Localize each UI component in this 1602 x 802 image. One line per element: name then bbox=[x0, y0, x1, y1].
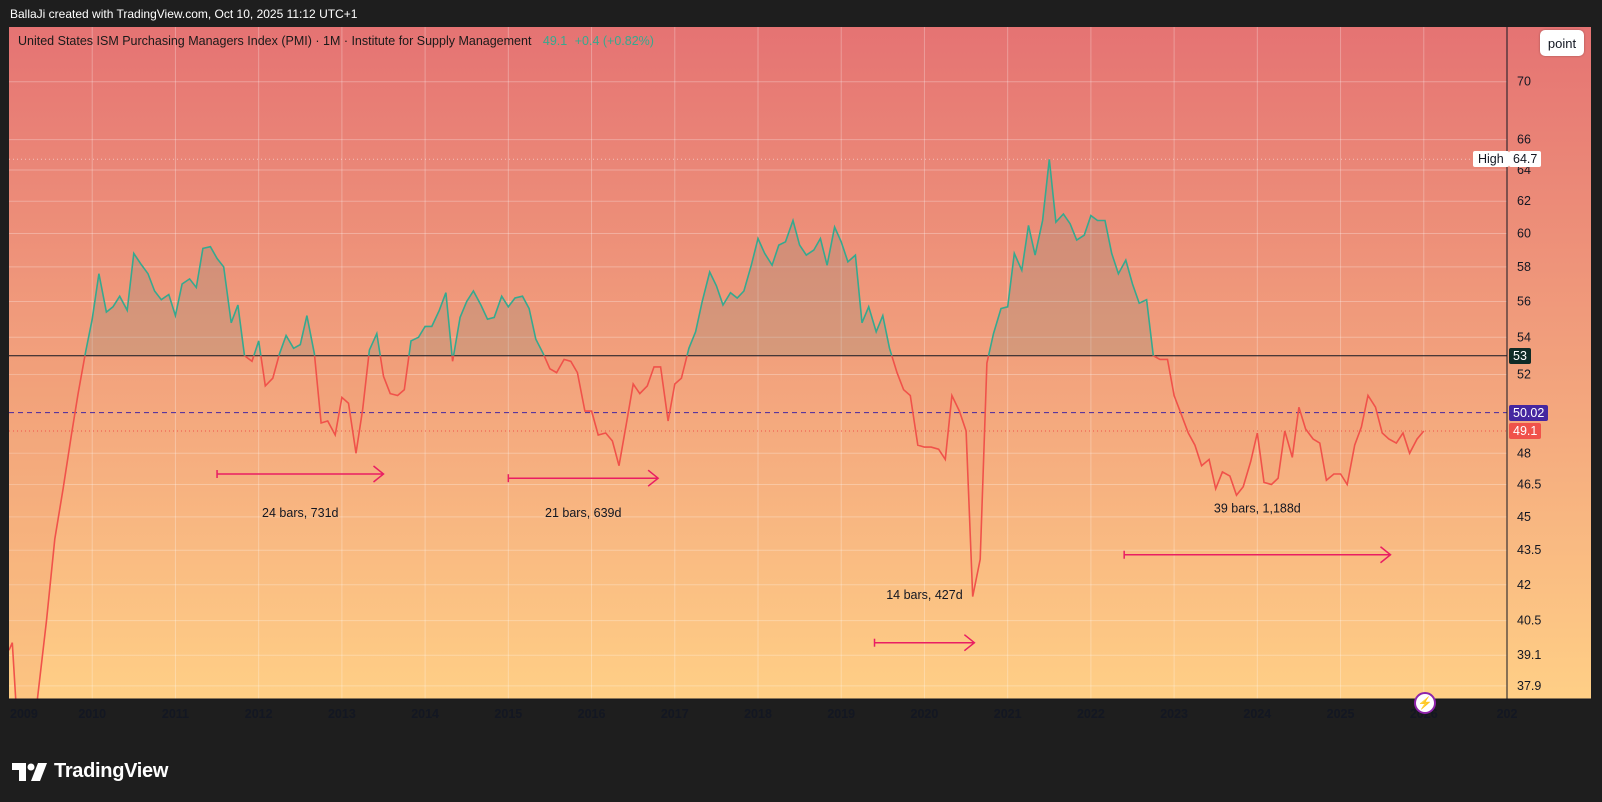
y-tick-label: 62 bbox=[1517, 194, 1531, 208]
y-tick-label: 37.9 bbox=[1517, 679, 1541, 693]
y-axis-ticks: 7066646260585654524846.54543.54240.539.1… bbox=[1517, 75, 1541, 693]
measure-label: 21 bars, 639d bbox=[545, 506, 621, 520]
measure-annotation: 14 bars, 427d bbox=[873, 588, 976, 652]
annotations: 24 bars, 731d 21 bars, 639d 14 bars, 427d 3… bbox=[216, 465, 1392, 652]
y-tick-label: 58 bbox=[1517, 260, 1531, 274]
y-tick-label: 54 bbox=[1517, 330, 1531, 344]
high-label: High bbox=[1478, 152, 1504, 167]
x-tick-label: 2011 bbox=[162, 707, 189, 721]
plot-background bbox=[9, 27, 1507, 699]
y-tick-label: 43.5 bbox=[1517, 543, 1541, 557]
high-marker: High bbox=[1473, 151, 1509, 168]
y-tick-label: 70 bbox=[1517, 75, 1531, 89]
x-tick-label: 2012 bbox=[245, 707, 273, 721]
x-tick-label: 2022 bbox=[1077, 707, 1105, 721]
series-line-above bbox=[84, 159, 1155, 356]
high-value-tag: 64.7 bbox=[1509, 151, 1542, 168]
series-fill bbox=[9, 159, 1424, 699]
legend-change: +0.4 (+0.82%) bbox=[574, 34, 654, 48]
x-axis-ticks: 2009 2010 2011 2012 2013 2014 2015 2016 2017 2018… bbox=[10, 707, 1517, 721]
x-tick-label: 2013 bbox=[328, 707, 356, 721]
series-area-below bbox=[9, 355, 1424, 699]
measure-annotation: 39 bars, 1,188d bbox=[1123, 501, 1392, 564]
grid bbox=[9, 27, 1507, 699]
y-tick-label: 52 bbox=[1517, 367, 1531, 381]
series-lines bbox=[9, 159, 1425, 699]
x-tick-label: 2014 bbox=[411, 707, 439, 721]
measure-arrow-head bbox=[1380, 546, 1392, 564]
y-tick-label: 45 bbox=[1517, 510, 1531, 524]
measure-label: 14 bars, 427d bbox=[886, 588, 962, 602]
lightning-icon[interactable]: ⚡ bbox=[1414, 692, 1436, 714]
brand-name: TradingView bbox=[54, 760, 169, 782]
legend-title: United States ISM Purchasing Managers In… bbox=[18, 34, 532, 48]
x-tick-label: 2015 bbox=[494, 707, 522, 721]
x-tick-label: 2010 bbox=[78, 707, 106, 721]
legend-value: 49.1 bbox=[542, 34, 568, 48]
chart-caption: BallaJi created with TradingView.com, Oc… bbox=[10, 7, 358, 21]
x-tick-label: 2021 bbox=[994, 707, 1022, 721]
x-tick-label: 2016 bbox=[578, 707, 606, 721]
x-tick-label: 2018 bbox=[744, 707, 772, 721]
y-tick-label: 48 bbox=[1517, 446, 1531, 460]
chart-area[interactable]: 24 bars, 731d 21 bars, 639d 14 bars, 427d 3… bbox=[9, 27, 1591, 741]
chart-svg[interactable]: 24 bars, 731d 21 bars, 639d 14 bars, 427d 3… bbox=[9, 27, 1591, 741]
measure-arrow-head bbox=[647, 469, 660, 487]
measure-label: 39 bars, 1,188d bbox=[1214, 501, 1301, 515]
x-tick-label: 2024 bbox=[1243, 707, 1271, 721]
measure-annotation: 24 bars, 731d bbox=[216, 465, 385, 520]
y-tick-label: 40.5 bbox=[1517, 614, 1541, 628]
series-area-above bbox=[9, 159, 1424, 356]
price-tag-last: 49.1 bbox=[1509, 422, 1542, 439]
measure-label: 24 bars, 731d bbox=[262, 506, 338, 520]
x-tick-label: 2025 bbox=[1327, 707, 1355, 721]
y-tick-label: 42 bbox=[1517, 578, 1531, 592]
x-tick-label: 2023 bbox=[1160, 707, 1188, 721]
measure-annotation: 21 bars, 639d bbox=[507, 469, 660, 520]
price-tag-53: 53 bbox=[1509, 347, 1531, 364]
y-tick-label: 39.1 bbox=[1517, 648, 1541, 662]
series-line-below bbox=[9, 355, 1425, 699]
x-tick-label: 2020 bbox=[911, 707, 939, 721]
tradingview-logo-icon bbox=[12, 762, 47, 781]
x-tick-label: 2009 bbox=[10, 707, 38, 721]
y-tick-label: 66 bbox=[1517, 133, 1531, 147]
tradingview-logo[interactable]: TradingView bbox=[12, 760, 168, 783]
chart-legend: United States ISM Purchasing Managers In… bbox=[18, 34, 654, 48]
measure-arrow-head bbox=[963, 634, 976, 652]
measure-arrow-head bbox=[373, 465, 385, 483]
price-tag-50-02: 50.02 bbox=[1509, 404, 1549, 421]
x-tick-label: 202 bbox=[1497, 707, 1518, 721]
y-tick-label: 60 bbox=[1517, 227, 1531, 241]
y-tick-label: 56 bbox=[1517, 294, 1531, 308]
point-button[interactable]: point bbox=[1540, 30, 1584, 56]
x-tick-label: 2017 bbox=[661, 707, 689, 721]
horizontal-lines bbox=[9, 158, 1507, 432]
x-tick-label: 2019 bbox=[827, 707, 855, 721]
y-tick-label: 46.5 bbox=[1517, 478, 1541, 492]
